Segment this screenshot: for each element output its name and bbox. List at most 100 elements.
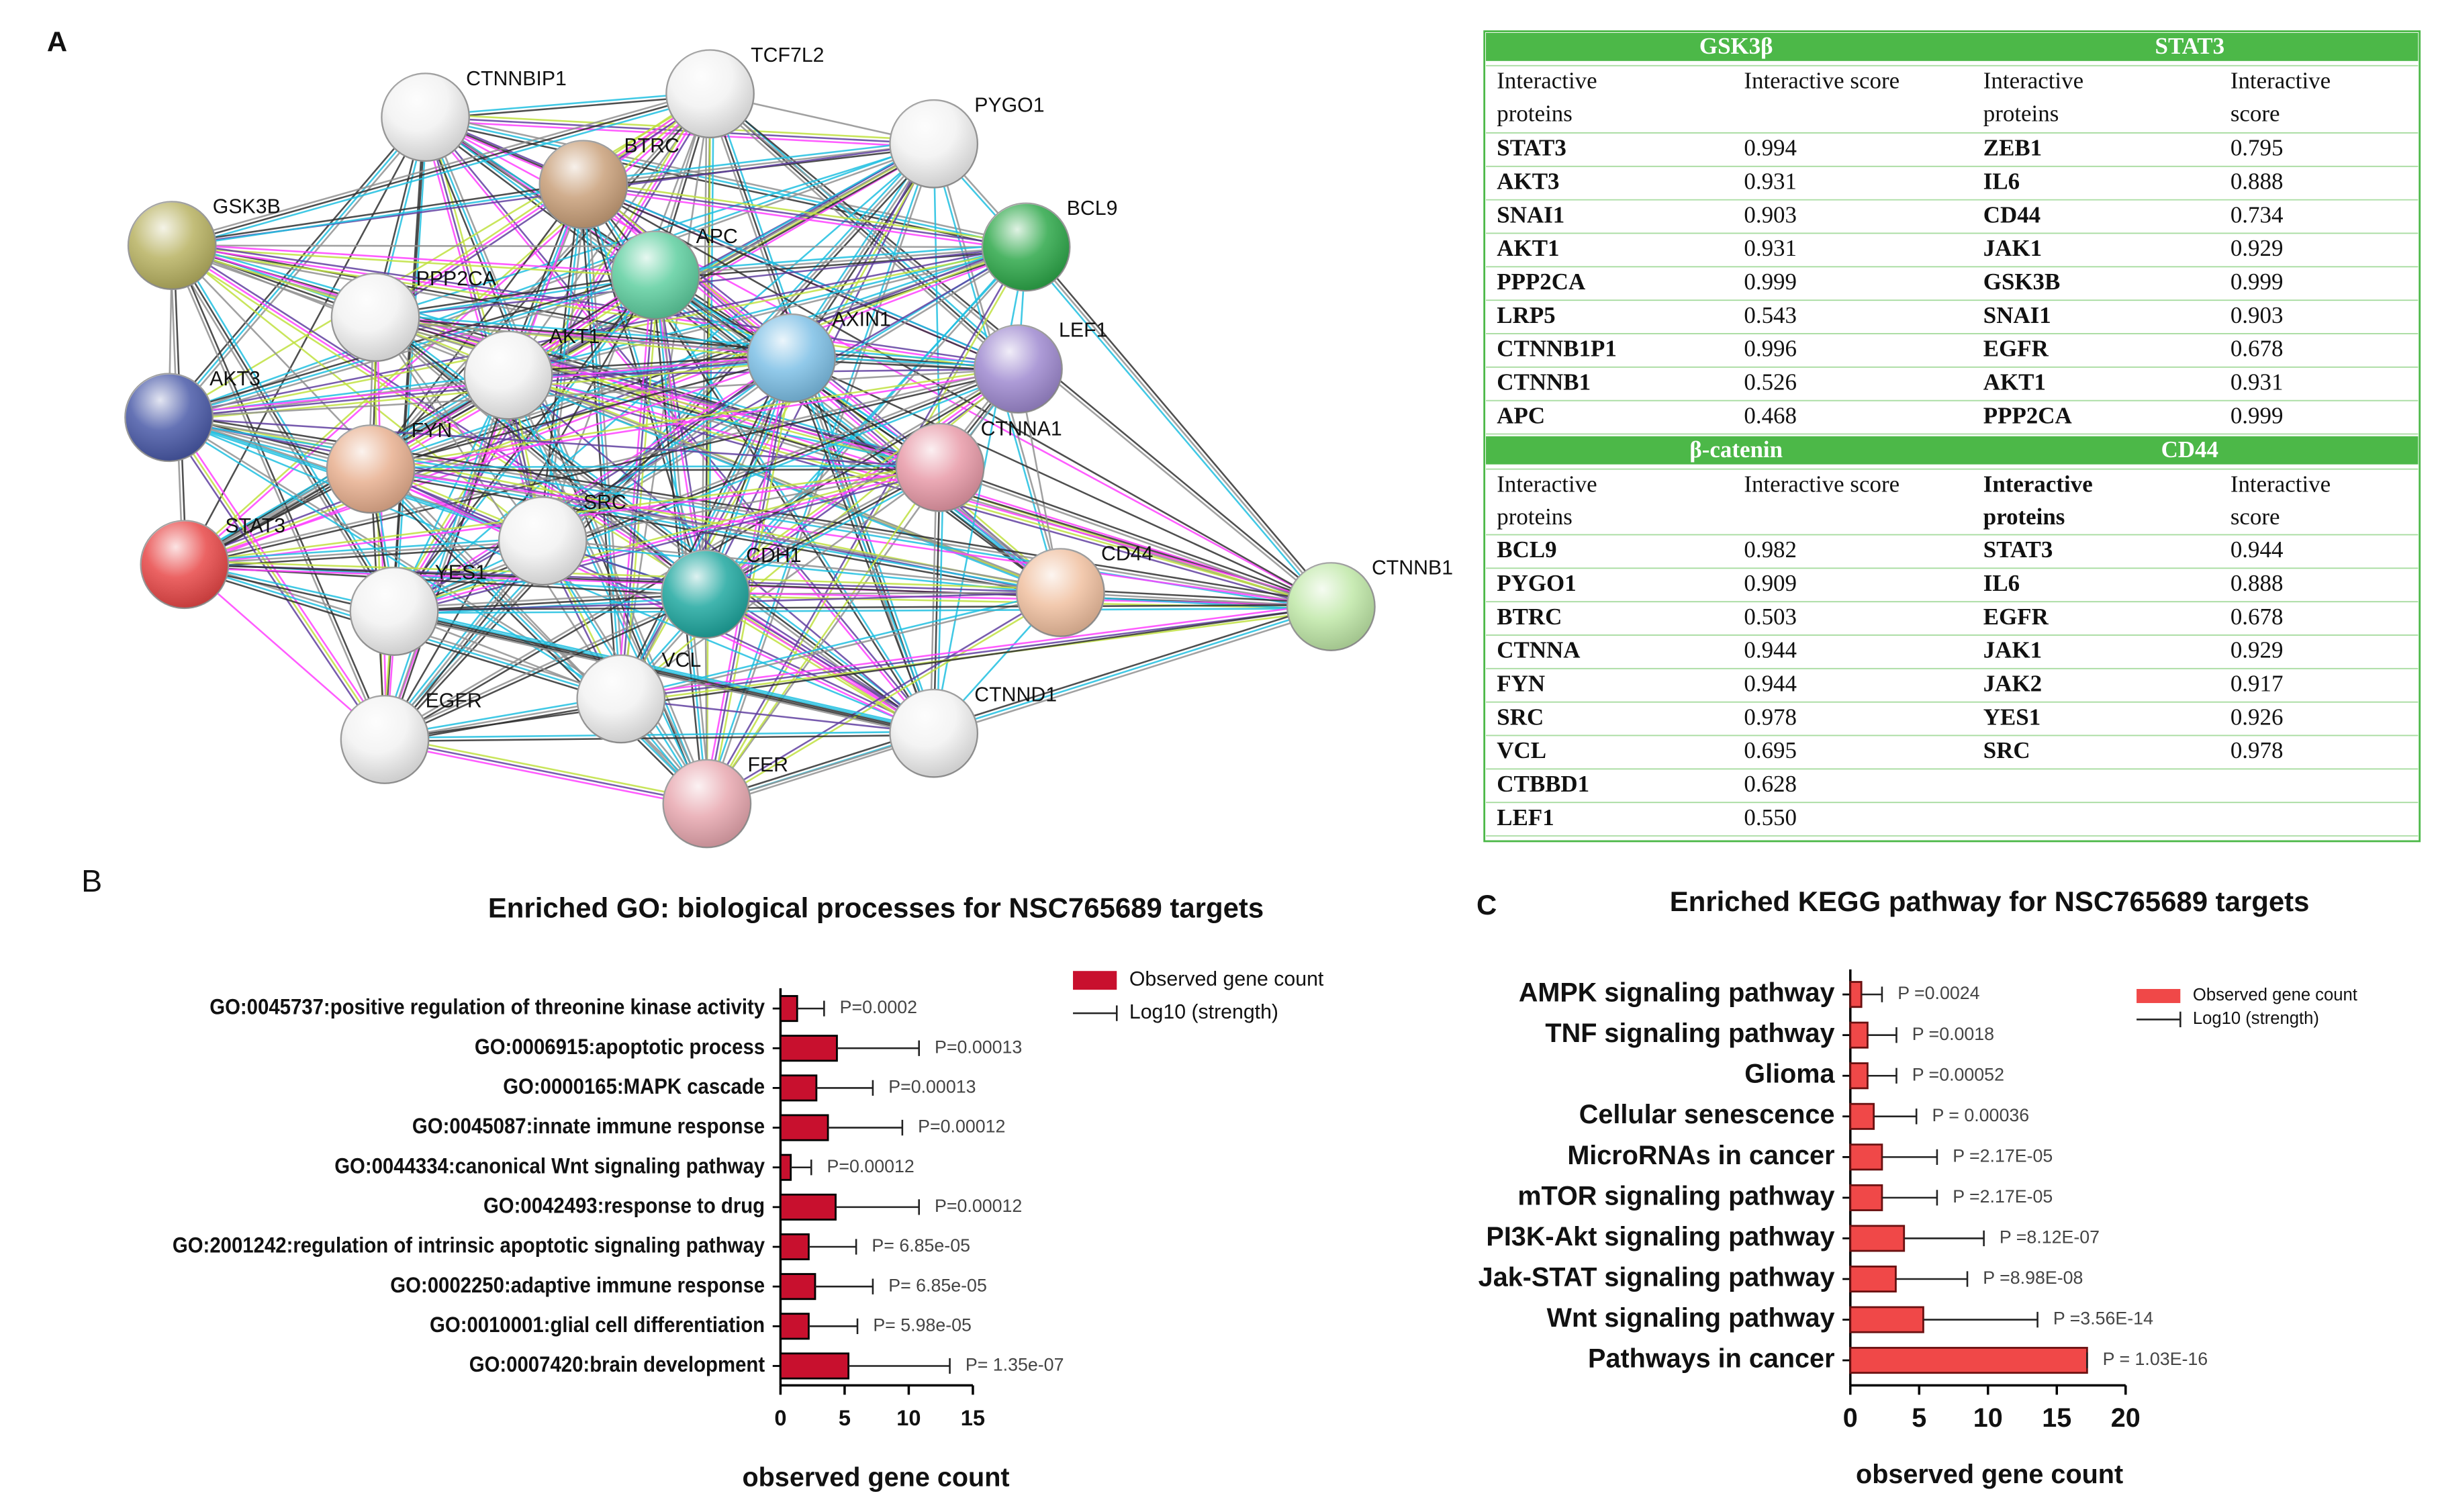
node-shine <box>661 550 749 639</box>
edge <box>169 415 622 698</box>
interactive-score: 0.468 <box>1744 402 1797 428</box>
edge <box>392 365 1018 609</box>
edge <box>620 606 1331 700</box>
interactive-score: 0.695 <box>1744 737 1797 763</box>
edge <box>173 96 712 250</box>
edge <box>708 609 1333 808</box>
protein-name: FYN <box>1497 670 1545 696</box>
category-label: GO:0000165:MAPK cascade <box>503 1074 765 1099</box>
protein-name: JAK1 <box>1983 637 2042 663</box>
node-label: CTNND1 <box>974 683 1057 706</box>
edge <box>543 538 1061 592</box>
edge <box>393 610 934 735</box>
edge <box>171 89 710 243</box>
x-tick-label: 5 <box>1912 1403 1926 1433</box>
interactive-score: 0.931 <box>1744 168 1797 194</box>
error-bar <box>814 1278 874 1294</box>
edge <box>370 366 1019 469</box>
x-tick-label: 0 <box>774 1405 786 1430</box>
node-shine <box>331 273 420 361</box>
legend-label: Observed gene count <box>1129 968 1324 990</box>
bar <box>780 1352 850 1380</box>
edge <box>508 353 792 373</box>
edge <box>172 244 1027 248</box>
bar <box>1849 1102 1875 1130</box>
edge <box>375 320 1019 373</box>
p-value-label: P =0.0018 <box>1912 1024 1994 1044</box>
p-value-label: P=0.00013 <box>888 1076 976 1096</box>
protein-name: STAT3 <box>1983 536 2053 563</box>
node-shine <box>140 520 229 608</box>
protein-name: CTNNB1P1 <box>1497 336 1617 362</box>
table-header: Interactive proteins <box>1983 67 2083 126</box>
protein-name: LRP5 <box>1497 302 1555 328</box>
bar <box>780 1153 792 1181</box>
error-bar <box>848 1358 951 1374</box>
bar <box>1849 1347 2088 1374</box>
legend-error-symbol <box>2137 1011 2181 1028</box>
table-header: Interactive score <box>1744 67 1899 93</box>
edge <box>372 319 704 598</box>
bar <box>780 1233 810 1261</box>
charts: B Enriched GO: biological processes for N… <box>81 863 2357 1492</box>
node-shine <box>974 325 1062 413</box>
error-bar <box>1881 1149 1938 1165</box>
protein-name: JAK2 <box>1983 670 2042 696</box>
p-value-label: P= 5.98e-05 <box>873 1315 972 1335</box>
edge <box>184 565 934 736</box>
edge <box>172 244 1019 370</box>
p-value-label: P=0.00012 <box>827 1156 914 1176</box>
edge <box>543 467 941 542</box>
node-label: CTNNB1 <box>1372 557 1453 579</box>
interactive-score: 0.994 <box>1744 135 1797 161</box>
interactive-score: 0.628 <box>1744 771 1797 797</box>
bar <box>1849 1265 1897 1293</box>
legend-label: Log10 (strength) <box>1129 1001 1278 1023</box>
p-value-label: P= 6.85e-05 <box>888 1275 987 1295</box>
edge <box>707 593 1062 806</box>
protein-name: STAT3 <box>1497 135 1566 161</box>
category-label: GO:0010001:glial cell differentiation <box>430 1313 765 1337</box>
table-header: Interactive proteins <box>1983 471 2093 530</box>
p-value-label: P=0.0002 <box>840 997 917 1017</box>
edge <box>704 246 1026 804</box>
edge <box>792 357 937 733</box>
x-tick-label: 5 <box>839 1405 851 1430</box>
edge <box>367 471 706 807</box>
edge <box>385 730 934 739</box>
interactive-score: 0.944 <box>1744 670 1797 696</box>
interactive-score: 0.996 <box>1744 336 1797 362</box>
p-value-label: P=0.00012 <box>918 1117 1005 1137</box>
edge <box>425 91 710 117</box>
chart-title: Enriched KEGG pathway for NSC765689 targ… <box>1670 886 2310 917</box>
protein-name: SRC <box>1497 704 1544 730</box>
error-bar <box>1904 1230 1985 1247</box>
edge <box>583 187 1026 252</box>
edge <box>394 607 1331 614</box>
node-shine <box>125 373 213 462</box>
interactive-score: 0.982 <box>1744 536 1797 563</box>
interactive-score: 0.931 <box>1744 235 1797 261</box>
legend-swatch <box>2137 988 2181 1003</box>
edge <box>383 375 510 740</box>
p-value-label: P = 1.03E-16 <box>2103 1349 2208 1369</box>
node-shine <box>663 759 751 848</box>
edge <box>371 468 941 472</box>
x-tick-label: 10 <box>896 1405 921 1430</box>
edge <box>620 698 934 735</box>
p-value-label: P =2.17E-05 <box>1953 1186 2053 1207</box>
p-value-label: P = 0.00036 <box>1932 1105 2029 1125</box>
error-bar <box>835 1199 920 1215</box>
error-bar <box>1895 1271 1969 1287</box>
edge <box>706 467 941 804</box>
p-value-label: P =0.00052 <box>1912 1064 2004 1084</box>
node-shine <box>128 201 216 289</box>
edge <box>167 418 621 702</box>
edge <box>655 249 1027 280</box>
bar <box>780 1074 818 1102</box>
edge <box>185 543 543 569</box>
node-shine <box>464 331 553 420</box>
edge <box>385 734 934 743</box>
edge <box>172 246 655 278</box>
category-label: GO:0006915:apoptotic process <box>475 1034 765 1059</box>
